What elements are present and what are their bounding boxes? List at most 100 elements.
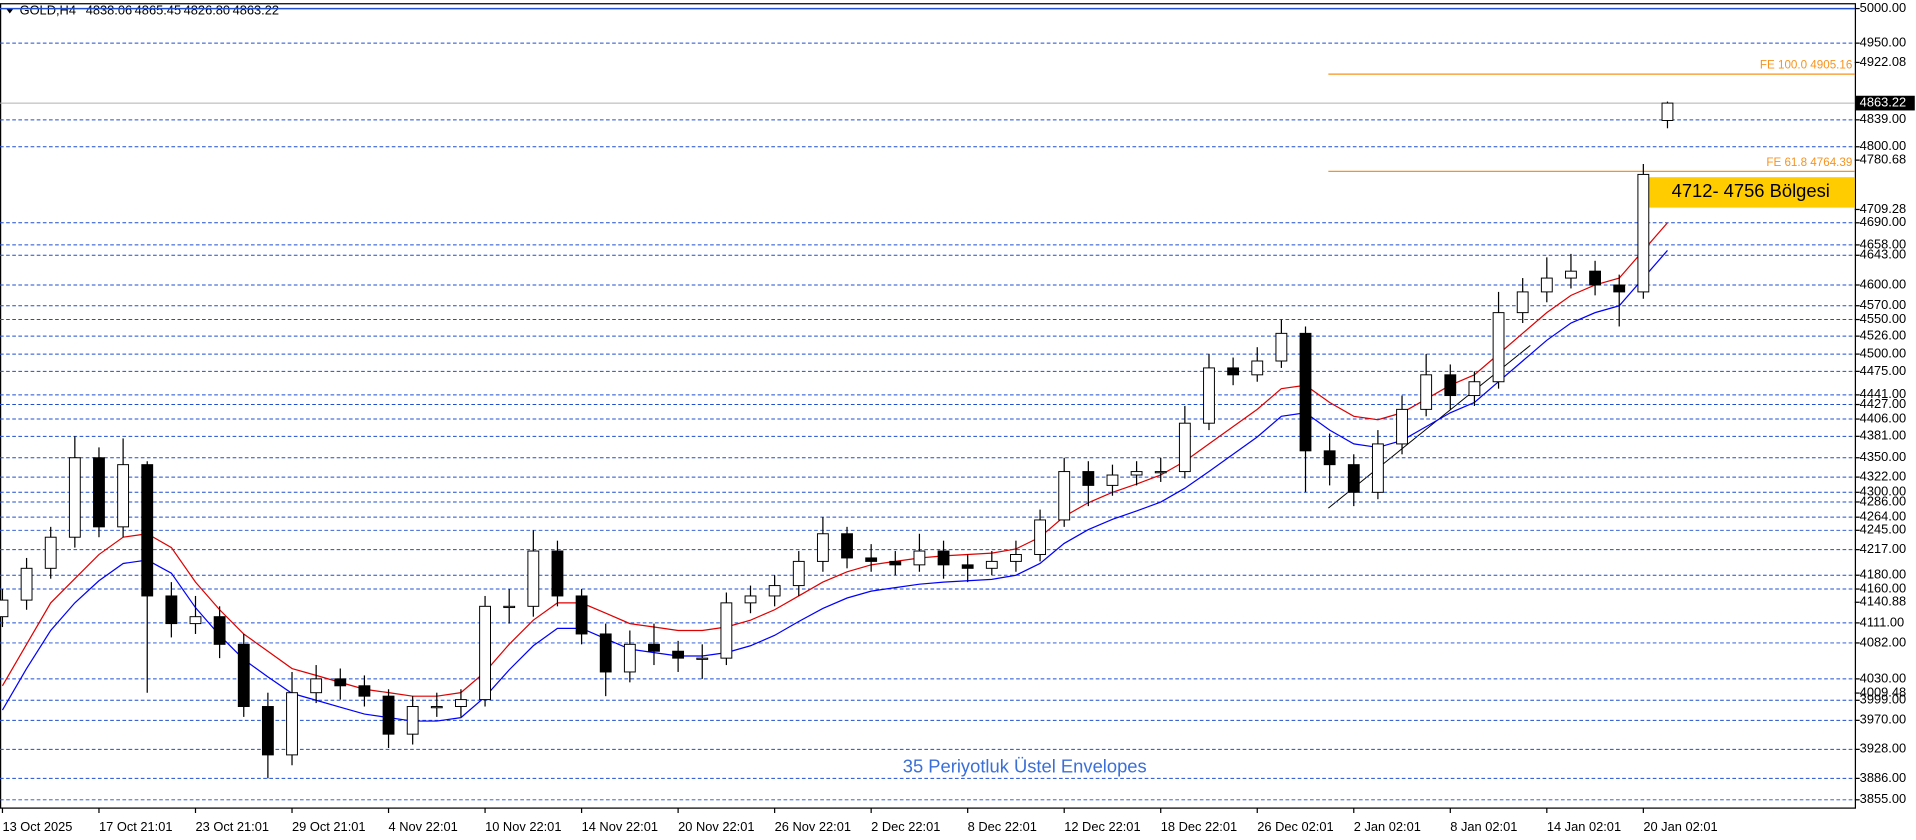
candle-body bbox=[1034, 519, 1046, 555]
level-label: 4950.00 bbox=[1860, 35, 1906, 50]
level-label: 4643.00 bbox=[1860, 247, 1906, 262]
level-label: 4160.00 bbox=[1860, 580, 1906, 595]
candle-body bbox=[816, 533, 829, 562]
y-tick-label: 4140.88 bbox=[1860, 594, 1906, 609]
candle-body bbox=[985, 560, 998, 569]
level-label: 4658.00 bbox=[1860, 236, 1906, 251]
candle-body bbox=[575, 595, 588, 635]
zone-box bbox=[1646, 177, 1855, 208]
y-tick-label: 4709.28 bbox=[1860, 201, 1906, 216]
candle-body bbox=[865, 557, 878, 562]
candle-body bbox=[696, 657, 709, 660]
menu-triangle bbox=[6, 8, 14, 14]
candle-body bbox=[141, 464, 154, 597]
x-tick-label: 20 Jan 02:01 bbox=[1643, 819, 1717, 834]
level-label: 4180.00 bbox=[1860, 567, 1906, 582]
chart-title: GOLD,H4 bbox=[20, 2, 76, 17]
candle-body bbox=[1058, 471, 1071, 521]
candle-body bbox=[672, 650, 685, 659]
candle-body bbox=[68, 457, 81, 538]
x-tick-label: 29 Oct 21:01 bbox=[292, 819, 366, 834]
candle-body bbox=[261, 706, 274, 756]
level-label: 4322.00 bbox=[1860, 468, 1906, 483]
quote: 4838.06 4865.45 4826.80 4863.22 bbox=[86, 2, 279, 17]
candle-body bbox=[213, 616, 226, 645]
x-tick-label: 17 Oct 21:01 bbox=[99, 819, 173, 834]
x-tick-label: 23 Oct 21:01 bbox=[195, 819, 269, 834]
candle-body bbox=[1540, 277, 1553, 293]
candle-body bbox=[1371, 443, 1384, 493]
candle-body bbox=[1637, 173, 1650, 293]
level-label: 4286.00 bbox=[1860, 493, 1906, 508]
x-tick-label: 8 Jan 02:01 bbox=[1450, 819, 1517, 834]
level-label: 4500.00 bbox=[1860, 345, 1906, 360]
candle-body bbox=[720, 602, 733, 659]
candle-body bbox=[961, 564, 974, 569]
candle-body bbox=[1347, 464, 1360, 493]
level-label: 4800.00 bbox=[1860, 138, 1906, 153]
candle-body bbox=[1396, 408, 1408, 445]
candle-body bbox=[599, 633, 612, 673]
last-price-label: 4863.22 bbox=[1860, 94, 1906, 109]
zone-label: 4712- 4756 Bölgesi bbox=[1672, 180, 1830, 201]
level-label: 3970.00 bbox=[1860, 712, 1906, 727]
candle-body bbox=[479, 605, 491, 701]
candle-body bbox=[117, 464, 130, 528]
last-price-box bbox=[1856, 95, 1915, 111]
x-tick-label: 12 Dec 22:01 bbox=[1064, 819, 1140, 834]
fibo-label: FE 61.8 4764.39 bbox=[1766, 156, 1852, 169]
level-label: 4441.00 bbox=[1860, 386, 1906, 401]
quote-value: 4826.80 bbox=[184, 2, 230, 17]
candle-body bbox=[1227, 367, 1240, 376]
candle-body bbox=[768, 585, 781, 597]
candle-body bbox=[358, 685, 371, 697]
level-label: 4570.00 bbox=[1860, 297, 1906, 312]
x-tick-label: 13 Oct 2025 bbox=[2, 819, 72, 834]
candle-body bbox=[1275, 332, 1288, 362]
level-label: 4839.00 bbox=[1860, 111, 1906, 126]
quote-value: 4865.45 bbox=[135, 2, 181, 17]
candle-body bbox=[189, 616, 202, 625]
candle-body bbox=[1589, 270, 1601, 286]
level-label: 3999.00 bbox=[1860, 692, 1906, 707]
candle-body bbox=[237, 643, 250, 708]
level-label: 4600.00 bbox=[1860, 276, 1906, 291]
candle-body bbox=[1613, 284, 1626, 293]
candle-body bbox=[310, 678, 323, 694]
level-label: 4264.00 bbox=[1860, 509, 1906, 524]
level-label: 3886.00 bbox=[1860, 770, 1906, 785]
level-label: 4381.00 bbox=[1860, 428, 1906, 443]
annotation: 35 Periyotluk Üstel Envelopes bbox=[903, 756, 1147, 777]
candle-body bbox=[455, 699, 467, 708]
quote-value: 4863.22 bbox=[233, 2, 279, 17]
candle-body bbox=[1492, 312, 1505, 383]
level-label: 4245.00 bbox=[1860, 522, 1906, 537]
candle-body bbox=[1299, 332, 1312, 452]
candle-body bbox=[937, 550, 950, 566]
candle-body bbox=[551, 550, 564, 597]
candle-body bbox=[406, 706, 419, 735]
candle-body bbox=[286, 692, 298, 756]
candle-body bbox=[1565, 270, 1577, 279]
candle-body bbox=[382, 695, 395, 735]
y-tick-label: 4780.68 bbox=[1860, 152, 1906, 167]
candle-body bbox=[1661, 102, 1674, 121]
envelope-line bbox=[1, 222, 1668, 697]
level-label: 4217.00 bbox=[1860, 541, 1906, 556]
candle-body bbox=[1010, 554, 1022, 562]
candle-body bbox=[1203, 367, 1215, 424]
candle-body bbox=[1178, 422, 1191, 473]
level-label: 3855.00 bbox=[1860, 791, 1906, 806]
candle-body bbox=[648, 643, 660, 652]
level-label: 4550.00 bbox=[1860, 311, 1906, 326]
x-tick-label: 2 Jan 02:01 bbox=[1354, 819, 1421, 834]
candle-body bbox=[623, 643, 636, 673]
x-tick-label: 20 Nov 22:01 bbox=[678, 819, 754, 834]
candle-body bbox=[889, 560, 902, 566]
candle-body bbox=[1516, 291, 1529, 314]
level-label: 4350.00 bbox=[1860, 449, 1906, 464]
x-tick-label: 26 Dec 02:01 bbox=[1257, 819, 1333, 834]
x-tick-label: 18 Dec 22:01 bbox=[1161, 819, 1237, 834]
level-label: 4526.00 bbox=[1860, 328, 1906, 343]
